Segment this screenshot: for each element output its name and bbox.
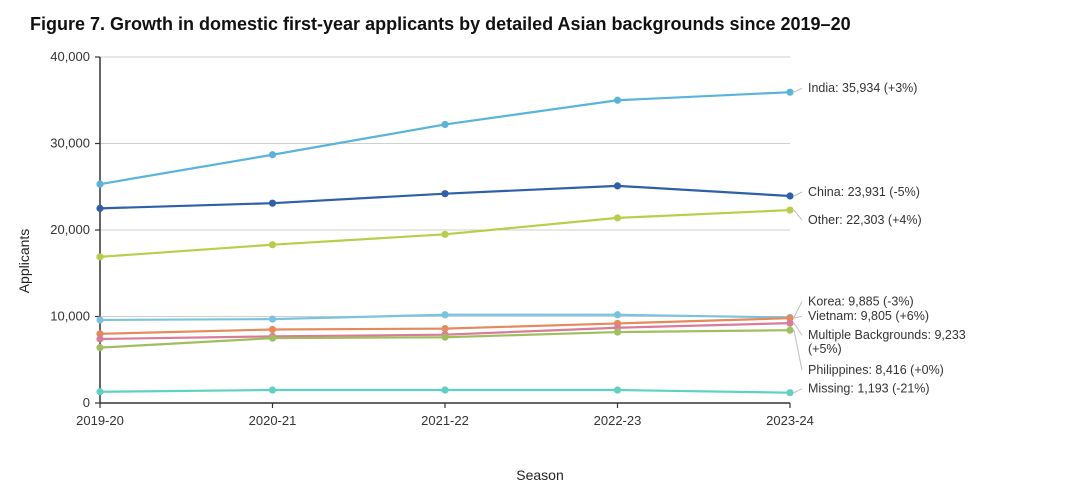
series-point [441, 231, 448, 238]
series-point [441, 386, 448, 393]
series-point [614, 328, 621, 335]
leader-line [794, 389, 802, 393]
series-point [269, 326, 276, 333]
leader-line [794, 88, 802, 92]
y-tick-label: 0 [83, 395, 90, 410]
x-axis-label: Season [516, 467, 563, 483]
series-point [786, 320, 793, 327]
leader-line [794, 301, 802, 317]
leader-line [794, 192, 802, 196]
y-tick-label: 20,000 [50, 222, 90, 237]
series-point [96, 335, 103, 342]
series-end-label: Philippines: 8,416 (+0%) [808, 363, 944, 377]
series-point [96, 181, 103, 188]
leader-line [794, 210, 802, 220]
series-point [269, 335, 276, 342]
series-point [441, 121, 448, 128]
line-chart: 0 10,000 20,000 30,000 40,000 2019-20 2020-21 2… [30, 41, 1050, 451]
series-end-label: Korea: 9,885 (-3%) [808, 294, 914, 308]
series-point [441, 334, 448, 341]
series-point [96, 388, 103, 395]
series-point [269, 200, 276, 207]
series-point [269, 386, 276, 393]
leader-line [794, 323, 802, 335]
series-end-label: India: 35,934 (+3%) [808, 81, 917, 95]
leader-line [794, 316, 802, 318]
y-tick-label: 40,000 [50, 49, 90, 64]
series-point [786, 206, 793, 213]
figure-title: Figure 7. Growth in domestic first-year … [30, 14, 1056, 35]
series-point [441, 190, 448, 197]
series-point [786, 327, 793, 334]
series-point [441, 311, 448, 318]
chart-container: Applicants 010,00020,00030,00040,0002019… [30, 41, 1050, 481]
series-point [786, 192, 793, 199]
series-point [96, 344, 103, 351]
series-end-label: Multiple Backgrounds: 9,233(+5%) [808, 328, 966, 356]
series-point [786, 389, 793, 396]
series-point [614, 97, 621, 104]
x-tick-label: 2022-23 [594, 413, 642, 428]
series-end-label: Missing: 1,193 (-21%) [808, 382, 930, 396]
page: Figure 7. Growth in domestic first-year … [0, 0, 1080, 502]
series-point [269, 151, 276, 158]
y-axis-label: Applicants [16, 229, 32, 294]
series-point [614, 386, 621, 393]
x-tick-label: 2019-20 [76, 413, 124, 428]
x-tick-label: 2021-22 [421, 413, 469, 428]
x-tick-label: 2020-21 [249, 413, 297, 428]
series-point [96, 253, 103, 260]
y-tick-label: 30,000 [50, 136, 90, 151]
x-tick-label: 2023-24 [766, 413, 814, 428]
series-end-label: China: 23,931 (-5%) [808, 185, 920, 199]
series-line-india [100, 92, 790, 184]
leader-line [794, 330, 802, 370]
series-point [96, 205, 103, 212]
series-end-label: Other: 22,303 (+4%) [808, 213, 922, 227]
series-point [614, 214, 621, 221]
series-point [614, 182, 621, 189]
series-point [786, 89, 793, 96]
series-point [269, 241, 276, 248]
series-point [96, 316, 103, 323]
series-end-label: Vietnam: 9,805 (+6%) [808, 309, 929, 323]
series-point [269, 315, 276, 322]
y-tick-label: 10,000 [50, 309, 90, 324]
series-point [614, 311, 621, 318]
